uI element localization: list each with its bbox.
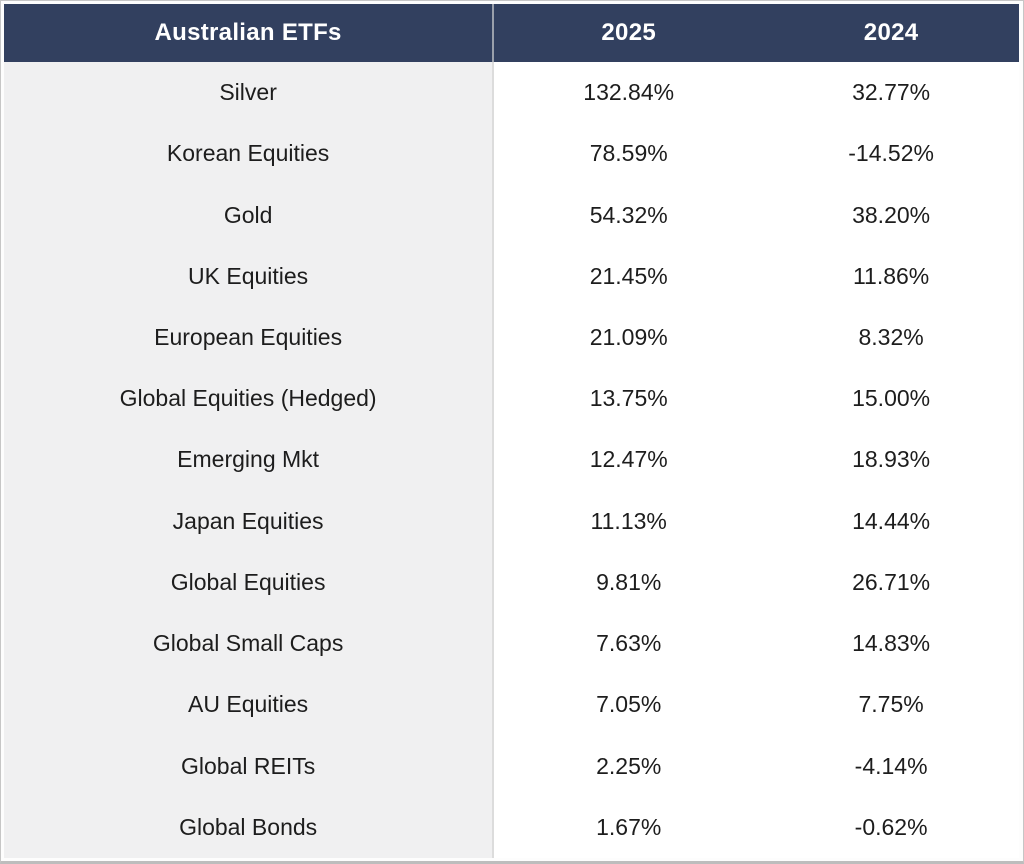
etf-name-cell: Global Equities xyxy=(4,551,495,613)
value-2024-cell: 38.20% xyxy=(763,184,1019,246)
table-row: Global Small Caps 7.63% 14.83% xyxy=(4,612,1019,675)
table-row: European Equities 21.09% 8.32% xyxy=(4,306,1019,369)
value-2025-cell: 1.67% xyxy=(493,796,764,858)
etf-name-cell: Global Equities (Hedged) xyxy=(4,368,495,430)
etf-name-cell: Global Bonds xyxy=(4,796,495,858)
value-2025-cell: 78.59% xyxy=(493,123,764,185)
header-row: Australian ETFs 2025 2024 xyxy=(4,4,1019,62)
value-2024-cell: 8.32% xyxy=(763,306,1019,369)
table-row: AU Equities 7.05% 7.75% xyxy=(4,674,1019,736)
value-2025-cell: 21.09% xyxy=(493,306,764,369)
header-cell-2025: 2025 xyxy=(493,4,764,62)
etf-name-cell: Global Small Caps xyxy=(4,612,495,675)
etf-name-cell: European Equities xyxy=(4,306,495,369)
value-2024-cell: 7.75% xyxy=(763,674,1019,736)
table-row: Global Equities 9.81% 26.71% xyxy=(4,551,1019,613)
etf-performance-table: Australian ETFs 2025 2024 Silver 132.84%… xyxy=(4,4,1020,858)
value-2025-cell: 13.75% xyxy=(493,368,764,430)
etf-name-cell: Japan Equities xyxy=(4,490,495,552)
value-2025-cell: 21.45% xyxy=(493,245,764,307)
value-2024-cell: 11.86% xyxy=(763,245,1019,307)
etf-name-cell: Emerging Mkt xyxy=(4,429,495,491)
table-row: Emerging Mkt 12.47% 18.93% xyxy=(4,429,1019,491)
value-2024-cell: 26.71% xyxy=(763,551,1019,613)
table-row: UK Equities 21.45% 11.86% xyxy=(4,245,1019,307)
header-cell-australian-etfs: Australian ETFs xyxy=(4,4,495,62)
value-2024-cell: 32.77% xyxy=(763,62,1019,124)
table-row: Japan Equities 11.13% 14.44% xyxy=(4,490,1019,552)
etf-name-cell: Gold xyxy=(4,184,495,246)
etf-name-cell: Silver xyxy=(4,62,495,124)
table-row: Global REITs 2.25% -4.14% xyxy=(4,735,1019,797)
value-2025-cell: 9.81% xyxy=(493,551,764,613)
etf-name-cell: AU Equities xyxy=(4,674,495,736)
value-2025-cell: 54.32% xyxy=(493,184,764,246)
value-2024-cell: 14.44% xyxy=(763,490,1019,552)
table-row: Korean Equities 78.59% -14.52% xyxy=(4,123,1019,185)
header-cell-2024: 2024 xyxy=(763,4,1019,62)
value-2025-cell: 7.63% xyxy=(493,612,764,675)
etf-name-cell: Korean Equities xyxy=(4,123,495,185)
value-2024-cell: 15.00% xyxy=(763,368,1019,430)
value-2025-cell: 2.25% xyxy=(493,735,764,797)
value-2025-cell: 12.47% xyxy=(493,429,764,491)
value-2024-cell: 14.83% xyxy=(763,612,1019,675)
value-2024-cell: -0.62% xyxy=(763,796,1019,858)
table-body: Silver 132.84% 32.77% Korean Equities 78… xyxy=(4,62,1019,858)
value-2025-cell: 7.05% xyxy=(493,674,764,736)
table-row: Silver 132.84% 32.77% xyxy=(4,62,1019,124)
table-row: Global Equities (Hedged) 13.75% 15.00% xyxy=(4,368,1019,430)
value-2025-cell: 11.13% xyxy=(493,490,764,552)
value-2025-cell: 132.84% xyxy=(493,62,764,124)
value-2024-cell: 18.93% xyxy=(763,429,1019,491)
etf-name-cell: Global REITs xyxy=(4,735,495,797)
etf-name-cell: UK Equities xyxy=(4,245,495,307)
table-header: Australian ETFs 2025 2024 xyxy=(4,4,1019,62)
value-2024-cell: -4.14% xyxy=(763,735,1019,797)
table-row: Gold 54.32% 38.20% xyxy=(4,184,1019,246)
table-row: Global Bonds 1.67% -0.62% xyxy=(4,796,1019,858)
value-2024-cell: -14.52% xyxy=(763,123,1019,185)
